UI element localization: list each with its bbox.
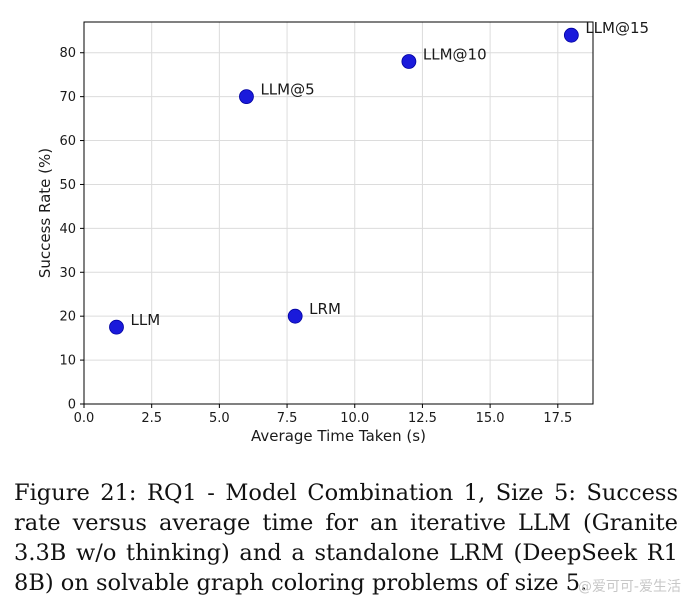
x-tick-label: 7.5 (277, 411, 298, 426)
y-tick-label: 30 (59, 266, 76, 281)
y-tick-label: 20 (59, 310, 76, 325)
y-tick-label: 40 (59, 222, 76, 237)
y-axis-label: Success Rate (%) (36, 148, 54, 278)
x-tick-label: 5.0 (209, 411, 230, 426)
data-point (287, 308, 303, 324)
point-label: LLM (130, 311, 160, 329)
x-tick-label: 17.5 (543, 411, 572, 426)
x-tick-label: 0.0 (74, 411, 95, 426)
y-tick-label: 80 (59, 46, 76, 61)
plot-area-frame (83, 21, 594, 405)
x-tick-label: 15.0 (476, 411, 505, 426)
y-tick-label: 0 (68, 398, 76, 413)
figure-caption: Figure 21: RQ1 - Model Combination 1, Si… (14, 480, 678, 596)
x-tick-label: 10.0 (340, 411, 369, 426)
data-point (109, 319, 124, 335)
y-tick-label: 70 (59, 90, 76, 105)
point-label: LLM@15 (585, 19, 649, 37)
data-point (563, 27, 579, 43)
scatter-chart: 0.0 2.5 5.0 7.5 10.0 12.5 15.0 17.5 0 10 20 30 40 50 6… (36, 19, 649, 445)
y-tick-label: 60 (59, 134, 76, 149)
axis-ticks: 0.0 2.5 5.0 7.5 10.0 12.5 15.0 17.5 0 10 20 30 40 50 6… (59, 46, 572, 426)
data-point (239, 89, 254, 105)
grid-lines (83, 22, 593, 405)
x-tick-label: 12.5 (408, 411, 437, 426)
point-label: LRM (309, 300, 341, 318)
y-tick-label: 10 (59, 354, 76, 369)
x-axis-label: Average Time Taken (s) (251, 427, 426, 445)
data-points: LLM LRM LLM@5 LLM@10 LLM@15 (109, 19, 649, 335)
x-tick-label: 2.5 (141, 411, 162, 426)
y-tick-label: 50 (59, 178, 76, 193)
data-point (401, 54, 417, 69)
watermark: @爱可可-爱生活 (577, 579, 681, 595)
point-label: LLM@5 (260, 81, 314, 99)
point-label: LLM@10 (423, 46, 487, 64)
